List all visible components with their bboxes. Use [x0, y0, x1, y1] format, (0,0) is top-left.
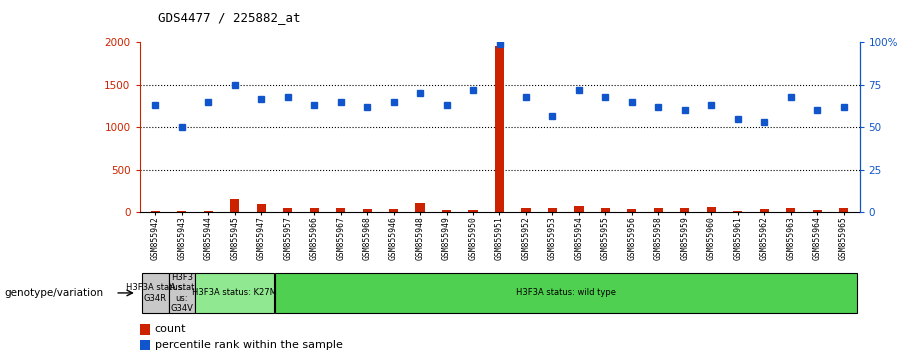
- Text: H3F3A status:
G34R: H3F3A status: G34R: [126, 283, 184, 303]
- Text: H3F3A status: wild type: H3F3A status: wild type: [516, 289, 616, 297]
- Bar: [813, 210, 822, 212]
- Text: count: count: [155, 324, 186, 334]
- Bar: [203, 211, 213, 212]
- Bar: [230, 199, 239, 212]
- Bar: [336, 208, 346, 212]
- Bar: [706, 207, 716, 212]
- Bar: [627, 209, 636, 212]
- Bar: [468, 210, 478, 212]
- Bar: [416, 202, 425, 212]
- Bar: [284, 208, 292, 212]
- Bar: [574, 206, 583, 212]
- Bar: [548, 208, 557, 212]
- Bar: [177, 211, 186, 212]
- Bar: [839, 208, 848, 212]
- Bar: [195, 273, 274, 313]
- Bar: [601, 208, 610, 212]
- Bar: [363, 209, 372, 212]
- Bar: [760, 209, 769, 212]
- Text: percentile rank within the sample: percentile rank within the sample: [155, 340, 343, 350]
- Bar: [521, 208, 531, 212]
- Bar: [653, 208, 663, 212]
- Bar: [786, 208, 796, 212]
- Text: GDS4477 / 225882_at: GDS4477 / 225882_at: [158, 11, 300, 24]
- Text: H3F3A status: K27M: H3F3A status: K27M: [193, 289, 277, 297]
- Bar: [151, 211, 160, 212]
- Bar: [142, 273, 168, 313]
- Bar: [734, 211, 742, 212]
- Bar: [310, 208, 319, 212]
- Bar: [389, 209, 398, 212]
- Bar: [442, 210, 451, 212]
- Bar: [256, 204, 266, 212]
- Text: genotype/variation: genotype/variation: [4, 288, 104, 298]
- Bar: [168, 273, 195, 313]
- Bar: [274, 273, 857, 313]
- Bar: [680, 208, 689, 212]
- Text: H3F3
A stat
us:
G34V: H3F3 A stat us: G34V: [170, 273, 194, 313]
- Bar: [495, 46, 504, 212]
